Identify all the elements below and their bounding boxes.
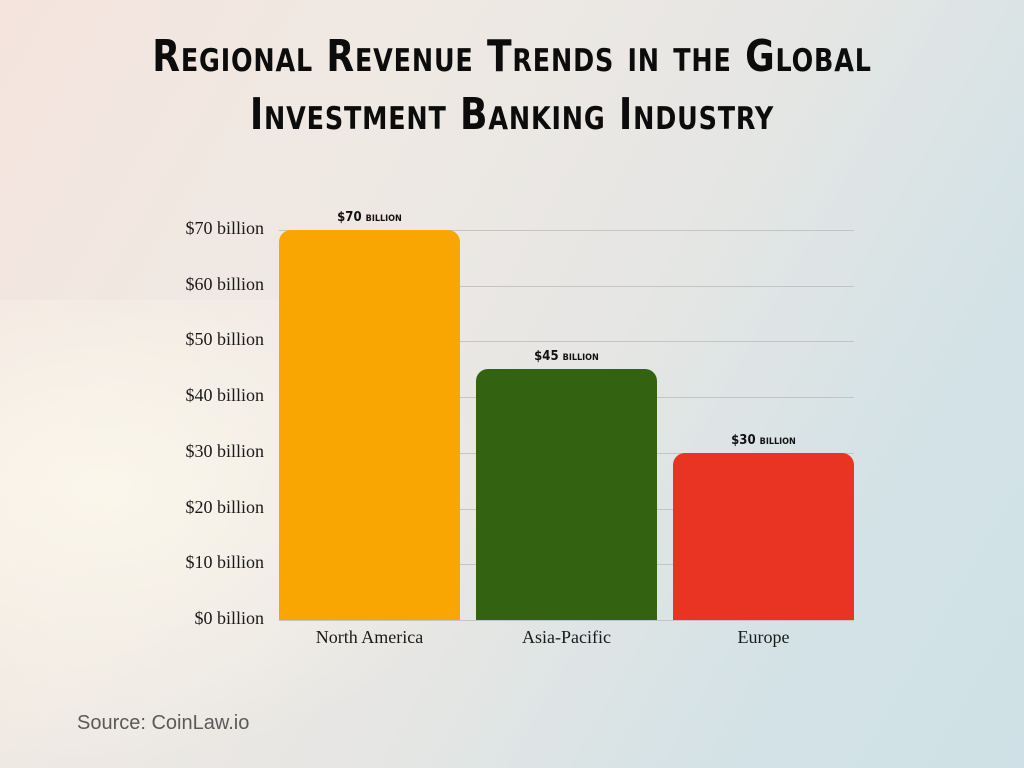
bar-value-label: $70 billion (337, 210, 402, 225)
y-tick-label: $40 billion (185, 385, 264, 405)
bar-asia-pacific (476, 369, 657, 620)
y-tick-label: $50 billion (185, 329, 264, 349)
gridline (279, 341, 854, 342)
y-tick-label: $60 billion (185, 274, 264, 294)
bar-europe (673, 453, 854, 620)
bar-value-label: $45 billion (534, 349, 599, 364)
bar-value-label: $30 billion (731, 433, 796, 448)
x-tick-label: Asia-Pacific (522, 627, 611, 647)
y-tick-label: $30 billion (185, 441, 264, 461)
bar-north-america (279, 230, 460, 620)
y-tick-label: $0 billion (194, 608, 264, 628)
chart-title: Regional Revenue Trends in the Global In… (92, 28, 932, 144)
title-line-2: Investment Banking Industry (249, 89, 775, 140)
gridline (279, 230, 854, 231)
x-axis-line (279, 620, 854, 621)
title-line-1: Regional Revenue Trends in the Global (152, 31, 872, 82)
x-tick-label: Europe (737, 627, 790, 647)
source-note: Source: CoinLaw.io (77, 712, 250, 734)
y-tick-label: $20 billion (185, 497, 264, 517)
y-tick-label: $10 billion (185, 552, 264, 572)
y-tick-label: $70 billion (185, 218, 264, 238)
x-tick-label: North America (315, 627, 424, 647)
gridline (279, 286, 854, 287)
